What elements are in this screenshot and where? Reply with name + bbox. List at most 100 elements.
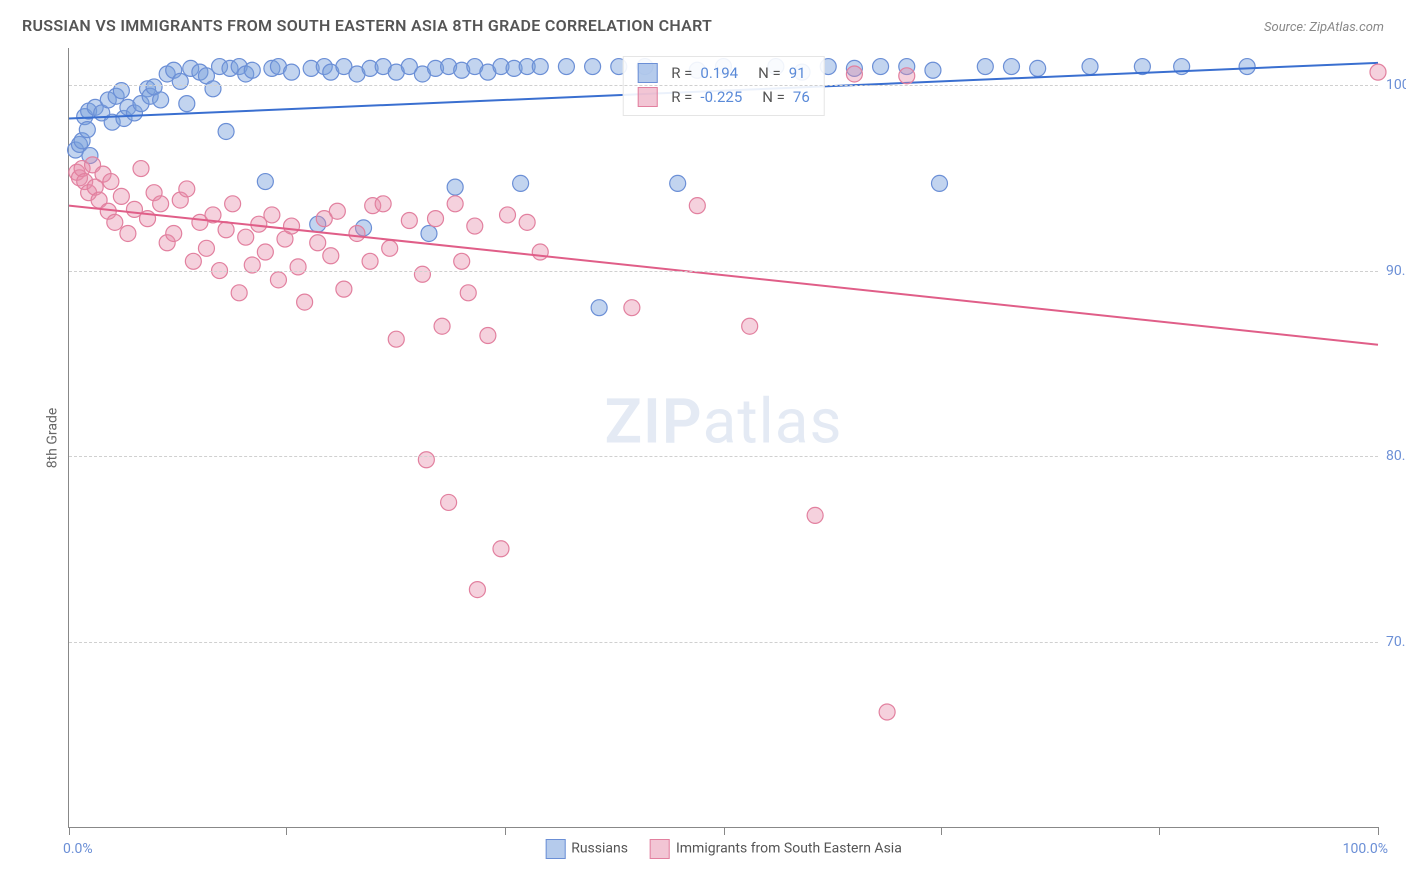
data-point	[362, 253, 378, 269]
stats-swatch	[637, 87, 657, 107]
data-point	[591, 300, 607, 316]
y-tick-label: 70.0%	[1386, 634, 1406, 650]
data-point	[329, 203, 345, 219]
data-point	[532, 59, 548, 75]
data-point	[873, 59, 889, 75]
plot-svg	[69, 48, 1378, 827]
data-point	[513, 175, 529, 191]
data-point	[428, 211, 444, 227]
data-point	[336, 281, 352, 297]
data-point	[401, 212, 417, 228]
plot-area: ZIPatlas R =0.194N =91R =-0.225N =76 0.0…	[68, 48, 1378, 828]
gridline-h	[69, 85, 1378, 86]
data-point	[218, 222, 234, 238]
source-label: Source: ZipAtlas.com	[1264, 20, 1384, 35]
data-point	[899, 68, 915, 84]
data-point	[670, 175, 686, 191]
gridline-h	[69, 271, 1378, 272]
data-point	[689, 198, 705, 214]
data-point	[421, 225, 437, 241]
data-point	[846, 66, 862, 82]
data-point	[469, 582, 485, 598]
y-axis-label: 8th Grade	[44, 408, 60, 469]
legend-bottom: Russians Immigrants from South Eastern As…	[545, 839, 902, 859]
data-point	[1082, 59, 1098, 75]
data-point	[205, 81, 221, 97]
plot-wrapper: 8th Grade ZIPatlas R =0.194N =91R =-0.22…	[68, 48, 1378, 828]
stats-r-value: 0.194	[700, 61, 738, 85]
data-point	[179, 181, 195, 197]
data-point	[447, 179, 463, 195]
data-point	[257, 174, 273, 190]
stats-r-label: R =	[671, 61, 692, 85]
data-point	[153, 92, 169, 108]
data-point	[414, 266, 430, 282]
y-tick-label: 100.0%	[1386, 77, 1406, 93]
x-tick-mark	[505, 827, 506, 835]
data-point	[1003, 59, 1019, 75]
data-point	[434, 318, 450, 334]
stats-swatch	[637, 63, 657, 83]
y-tick-label: 80.0%	[1386, 448, 1406, 464]
data-point	[257, 244, 273, 260]
data-point	[375, 196, 391, 212]
data-point	[198, 240, 214, 256]
stats-n-label: N =	[758, 61, 781, 85]
stats-n-label: N =	[762, 85, 785, 109]
data-point	[323, 248, 339, 264]
data-point	[441, 494, 457, 510]
x-tick-mark	[1378, 827, 1379, 835]
legend-swatch	[545, 839, 565, 859]
data-point	[297, 294, 313, 310]
data-point	[1370, 64, 1386, 80]
stats-row: R = 0.194 N = 91	[637, 61, 810, 85]
data-point	[558, 59, 574, 75]
data-point	[270, 272, 286, 288]
x-tick-mark	[286, 827, 287, 835]
data-point	[172, 73, 188, 89]
data-point	[166, 225, 182, 241]
legend-label: Immigrants from South Eastern Asia	[676, 841, 902, 857]
data-point	[454, 253, 470, 269]
chart-title: RUSSIAN VS IMMIGRANTS FROM SOUTH EASTERN…	[22, 16, 712, 35]
data-point	[264, 207, 280, 223]
data-point	[977, 59, 993, 75]
data-point	[218, 123, 234, 139]
data-point	[447, 196, 463, 212]
data-point	[418, 452, 434, 468]
x-tick-mark	[724, 827, 725, 835]
data-point	[879, 704, 895, 720]
data-point	[532, 244, 548, 260]
trend-line	[69, 206, 1378, 345]
stats-r-value: -0.225	[700, 85, 742, 109]
x-tick-mark	[941, 827, 942, 835]
data-point	[107, 214, 123, 230]
data-point	[1030, 60, 1046, 76]
data-point	[185, 253, 201, 269]
data-point	[382, 240, 398, 256]
data-point	[284, 64, 300, 80]
x-tick-right: 100.0%	[1343, 841, 1388, 857]
data-point	[290, 259, 306, 275]
x-tick-mark	[69, 827, 70, 835]
data-point	[310, 235, 326, 251]
stats-row: R =-0.225N =76	[637, 85, 810, 109]
data-point	[931, 175, 947, 191]
data-point	[103, 174, 119, 190]
stats-n-value: 91	[789, 61, 806, 85]
data-point	[742, 318, 758, 334]
data-point	[153, 196, 169, 212]
data-point	[467, 218, 483, 234]
data-point	[225, 196, 241, 212]
legend-item: Russians	[545, 839, 628, 859]
data-point	[925, 62, 941, 78]
data-point	[807, 507, 823, 523]
stats-r-label: R =	[671, 85, 692, 109]
data-point	[120, 225, 136, 241]
gridline-h	[69, 642, 1378, 643]
data-point	[284, 218, 300, 234]
data-point	[480, 327, 496, 343]
data-point	[231, 285, 247, 301]
data-point	[585, 59, 601, 75]
data-point	[349, 225, 365, 241]
